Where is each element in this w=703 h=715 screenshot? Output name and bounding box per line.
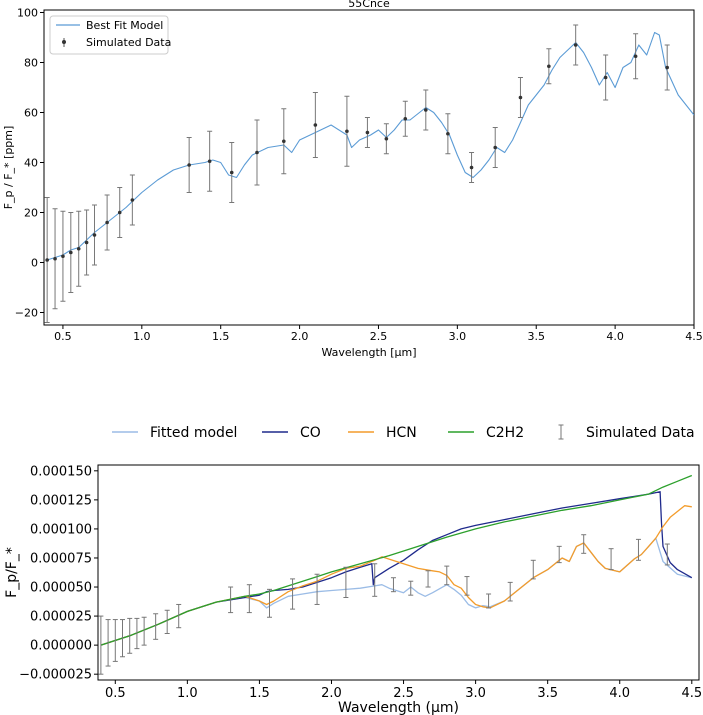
data-point	[446, 131, 450, 136]
x-tick-label: 0.5	[105, 686, 126, 701]
data-point	[76, 246, 81, 251]
y-tick-label: 0.000125	[30, 493, 92, 508]
x-tick-label: 2.5	[370, 330, 388, 343]
y-tick-label: 0.000025	[30, 610, 92, 625]
data-point	[229, 170, 234, 175]
data-point	[53, 256, 57, 261]
series-line-co	[100, 491, 693, 646]
x-tick-label: 3.5	[537, 686, 558, 701]
x-tick-label: 4.0	[606, 330, 624, 343]
data-point	[365, 130, 370, 135]
legend-marker-data	[62, 40, 66, 44]
data-point	[603, 75, 608, 80]
x-tick-label: 4.0	[609, 686, 630, 701]
y-tick-label: 0.000100	[30, 522, 92, 537]
data-point	[105, 220, 109, 225]
axis-ticks: 0.5 1.0 1.5 2.0 2.5 3.0 3.5 4.0 4.5 −0.000025 0.00…	[19, 464, 702, 701]
legend-label-fitted-model: Fitted model	[150, 425, 237, 441]
series-line-c2h2	[100, 474, 693, 646]
chart-molecule-comparison: Fitted model CO HCN C2H2 Simulated Data 0.5 1…	[4, 424, 702, 715]
data-point	[345, 129, 349, 134]
data-point	[313, 123, 318, 127]
y-tick-label: 100	[17, 6, 38, 19]
x-tick-label: 3.0	[465, 686, 486, 701]
chart-55cnce: 55Cnce 0.5 1.0 1.5 2.0 2.5 3.0 3.5 4.0 4.5 −20 0 20…	[2, 0, 703, 359]
legend: Fitted model CO HCN C2H2 Simulated Data	[112, 424, 695, 441]
legend-label-model: Best Fit Model	[86, 19, 163, 32]
series-layer	[100, 474, 693, 646]
legend: Best Fit Model Simulated Data	[49, 15, 171, 55]
x-tick-label: 2.0	[321, 686, 342, 701]
x-tick-label: 4.5	[685, 330, 703, 343]
series-line-fitted-model	[100, 537, 692, 646]
data-point	[282, 139, 286, 144]
series-line-hcn	[100, 505, 692, 646]
y-tick-label: 0	[31, 256, 38, 269]
data-point	[84, 240, 89, 245]
x-tick-label: 0.5	[54, 330, 72, 343]
chart-title: 55Cnce	[348, 0, 390, 10]
x-tick-label: 4.5	[681, 686, 702, 701]
data-point	[665, 65, 669, 70]
data-point	[255, 150, 259, 155]
y-tick-label: 80	[24, 56, 38, 69]
x-tick-label: 1.5	[249, 686, 270, 701]
legend-label-simulated-data: Simulated Data	[586, 425, 695, 441]
y-tick-label: −0.000025	[19, 668, 92, 683]
y-axis-label: F_p/F_*	[4, 547, 20, 598]
y-tick-label: 0.000150	[30, 464, 92, 479]
x-tick-label: 1.0	[133, 330, 151, 343]
plot-frame	[43, 9, 695, 326]
x-axis-label: Wavelength (μm)	[338, 700, 459, 715]
y-tick-label: 20	[24, 206, 38, 219]
series-line-best-fit-model	[47, 31, 694, 261]
y-tick-label: 40	[24, 156, 38, 169]
data-point	[469, 165, 474, 170]
legend-label-data: Simulated Data	[86, 36, 171, 49]
legend-label-co: CO	[300, 425, 321, 441]
x-tick-label: 1.0	[177, 686, 198, 701]
data-points-layer	[98, 534, 670, 675]
legend-label-hcn: HCN	[386, 425, 417, 441]
series-layer	[47, 31, 694, 261]
x-tick-label: 3.5	[527, 330, 545, 343]
y-tick-label: 0.000050	[30, 581, 92, 596]
x-tick-label: 2.5	[393, 686, 414, 701]
y-tick-label: −20	[15, 306, 38, 319]
data-point	[518, 95, 523, 100]
data-point	[207, 159, 212, 164]
data-point	[117, 210, 122, 215]
plot-frame	[97, 464, 700, 681]
data-point	[423, 108, 428, 112]
data-point	[633, 54, 638, 59]
data-point	[384, 136, 389, 141]
data-points-layer	[44, 24, 670, 323]
axis-ticks: 0.5 1.0 1.5 2.0 2.5 3.0 3.5 4.0 4.5 −20 0 20 40 60 80 1…	[15, 6, 703, 343]
y-tick-label: 60	[24, 106, 38, 119]
data-point	[187, 163, 191, 167]
y-tick-label: 0.000000	[30, 639, 92, 654]
x-tick-label: 3.0	[449, 330, 467, 343]
data-point	[573, 43, 578, 47]
y-tick-label: 0.000075	[30, 552, 92, 567]
y-axis-label: F_p / F_* [ppm]	[2, 126, 15, 210]
data-point	[69, 250, 73, 255]
data-point	[45, 258, 49, 262]
x-tick-label: 2.0	[291, 330, 309, 343]
data-point	[92, 233, 97, 237]
x-axis-label: Wavelength [μm]	[321, 346, 416, 359]
data-point	[547, 64, 551, 69]
legend-label-c2h2: C2H2	[486, 425, 524, 441]
data-point	[493, 145, 498, 150]
data-point	[61, 254, 65, 259]
data-point	[130, 198, 135, 202]
data-point	[403, 116, 408, 121]
x-tick-label: 1.5	[212, 330, 230, 343]
